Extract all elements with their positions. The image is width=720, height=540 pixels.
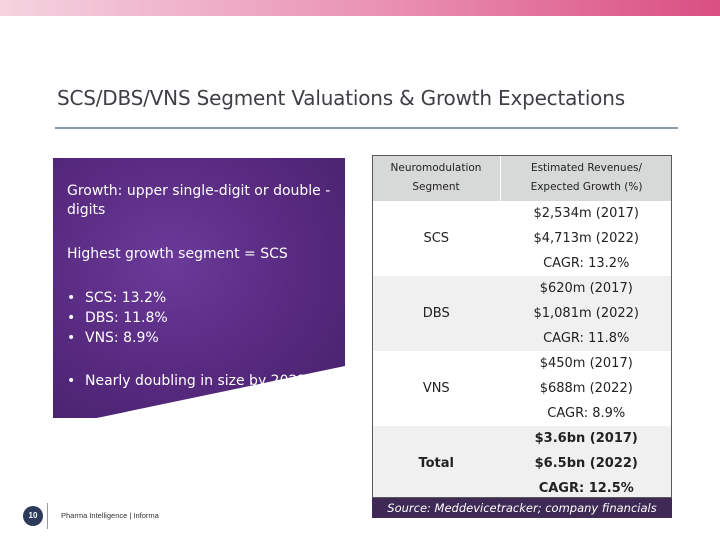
revenue-cell: $450m (2017) $688m (2022) CAGR: 8.9% <box>539 356 633 421</box>
revenue-cell: $620m (2017) $1,081m (2022) CAGR: 11.8% <box>500 276 672 351</box>
table-row: SCS $2,534m (2017) $4,713m (2022) CAGR: … <box>372 201 672 276</box>
segment-cell: Total <box>372 426 501 501</box>
doubling-list: Nearly doubling in size by 2022 <box>67 372 306 391</box>
slide-title: SCS/DBS/VNS Segment Valuations & Growth … <box>57 86 625 110</box>
list-item: Nearly doubling in size by 2022 <box>67 372 306 391</box>
segment-cell: VNS <box>422 381 450 396</box>
top-accent-band <box>0 0 720 16</box>
list-item: DBS: 11.8% <box>67 308 168 328</box>
footer-brand: Pharma Intelligence | Informa <box>61 511 159 520</box>
page-number-badge: 10 <box>23 506 43 526</box>
valuation-table: Neuromodulation Segment Estimated Revenu… <box>372 155 672 501</box>
revenue-cell: $3.6bn (2017) $6.5bn (2022) CAGR: 12.5% <box>500 426 672 501</box>
header-segment: Neuromodulation Segment <box>372 155 501 201</box>
table-row-total: Total $3.6bn (2017) $6.5bn (2022) CAGR: … <box>372 426 672 501</box>
list-item: SCS: 13.2% <box>67 288 168 308</box>
segment-growth-list: SCS: 13.2% DBS: 11.8% VNS: 8.9% <box>67 288 168 348</box>
source-note: Source: Meddevicetracker; company financ… <box>372 498 672 518</box>
title-divider <box>55 127 678 129</box>
table-row: DBS $620m (2017) $1,081m (2022) CAGR: 11… <box>372 276 672 351</box>
header-revenue: Estimated Revenues/ Expected Growth (%) <box>500 155 672 201</box>
highest-growth-statement: Highest growth segment = SCS <box>67 246 288 262</box>
revenue-cell: $2,534m (2017) $4,713m (2022) CAGR: 13.2… <box>533 206 639 271</box>
footer-divider <box>47 503 48 529</box>
segment-cell: DBS <box>372 276 501 351</box>
table-row: VNS $450m (2017) $688m (2022) CAGR: 8.9% <box>372 351 672 426</box>
growth-statement: Growth: upper single-digit or double -di… <box>67 183 331 218</box>
list-item: VNS: 8.9% <box>67 328 168 348</box>
segment-cell: SCS <box>423 231 450 246</box>
table-header-row: Neuromodulation Segment Estimated Revenu… <box>372 155 672 201</box>
